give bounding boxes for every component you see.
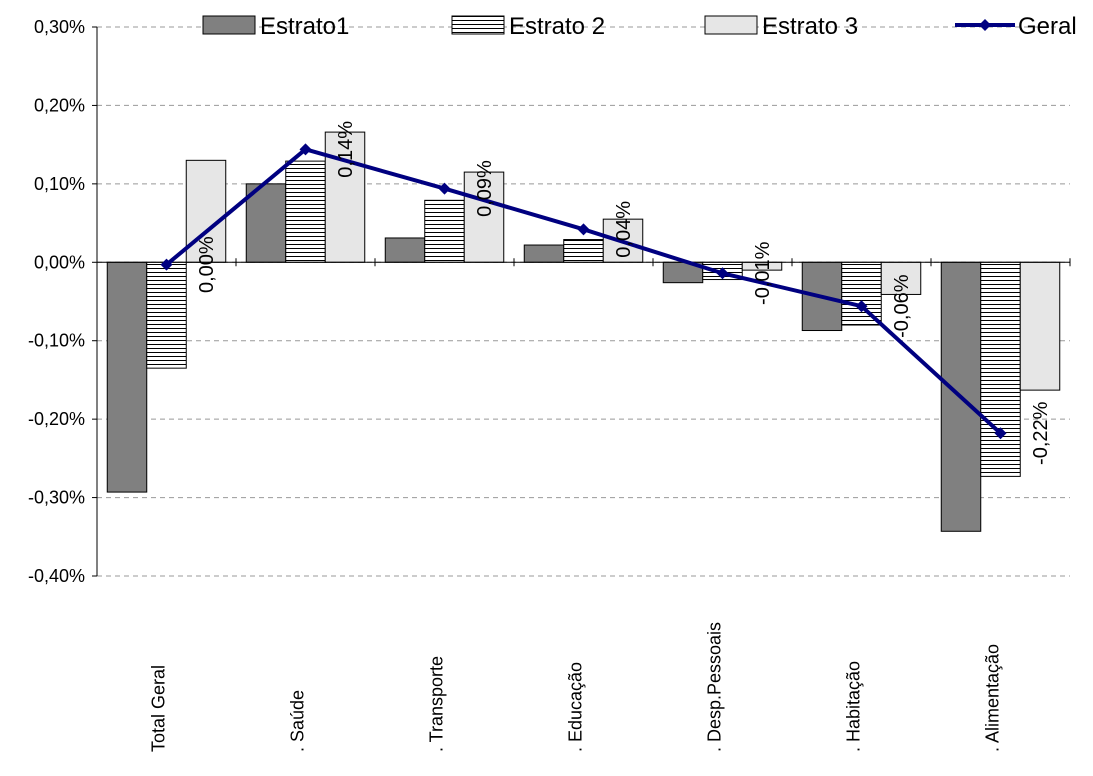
- data-label: 0,00%: [196, 236, 218, 293]
- data-label: 0,09%: [474, 160, 496, 217]
- bar: [424, 199, 465, 263]
- x-tick-label: . Alimentação: [982, 644, 1002, 752]
- legend-label: Estrato1: [260, 13, 349, 40]
- bar: [106, 261, 148, 493]
- y-tick-label: 0,30%: [34, 17, 85, 37]
- bar: [841, 261, 882, 326]
- legend-swatch: [704, 15, 758, 35]
- x-tick-label: Total Geral: [148, 665, 168, 752]
- data-label: 0,04%: [613, 201, 635, 258]
- legend-label: Estrato 2: [509, 13, 605, 40]
- x-tick-label: . Desp.Pessoais: [704, 622, 724, 752]
- y-tick-label: -0,10%: [28, 331, 85, 351]
- data-label: 0,14%: [335, 121, 357, 178]
- marker: [855, 300, 868, 313]
- bar: [245, 183, 287, 263]
- bar: [324, 131, 366, 263]
- legend-label: Geral: [1018, 13, 1077, 40]
- bar: [1019, 261, 1061, 391]
- x-tick-label: . Saúde: [287, 690, 307, 752]
- marker: [716, 267, 729, 280]
- marker: [299, 143, 312, 156]
- bar: [463, 171, 505, 263]
- y-tick-label: -0,30%: [28, 488, 85, 508]
- legend-label: Estrato 3: [762, 13, 858, 40]
- bar: [880, 261, 922, 295]
- bar: [384, 237, 426, 263]
- bar: [285, 160, 326, 263]
- marker: [994, 427, 1007, 440]
- legend-swatch: [202, 15, 256, 35]
- x-tick-label: . Educação: [565, 662, 585, 752]
- y-tick-label: -0,40%: [28, 566, 85, 586]
- marker: [577, 223, 590, 236]
- y-tick-label: -0,20%: [28, 409, 85, 429]
- x-tick-label: . Transporte: [426, 656, 446, 752]
- legend-swatch: [451, 15, 505, 35]
- marker: [438, 182, 451, 195]
- y-tick-label: 0,10%: [34, 174, 85, 194]
- bar: [980, 261, 1021, 477]
- bar: [146, 261, 187, 369]
- data-label: -0,01%: [752, 241, 774, 305]
- y-tick-label: 0,00%: [34, 252, 85, 272]
- bar: [523, 244, 565, 263]
- y-tick-label: 0,20%: [34, 95, 85, 115]
- bar: [563, 239, 604, 263]
- legend-marker: [979, 19, 991, 31]
- data-label: -0,06%: [891, 274, 913, 338]
- x-tick-label: . Habitação: [843, 661, 863, 752]
- marker: [160, 258, 173, 271]
- data-label: -0,22%: [1030, 401, 1052, 465]
